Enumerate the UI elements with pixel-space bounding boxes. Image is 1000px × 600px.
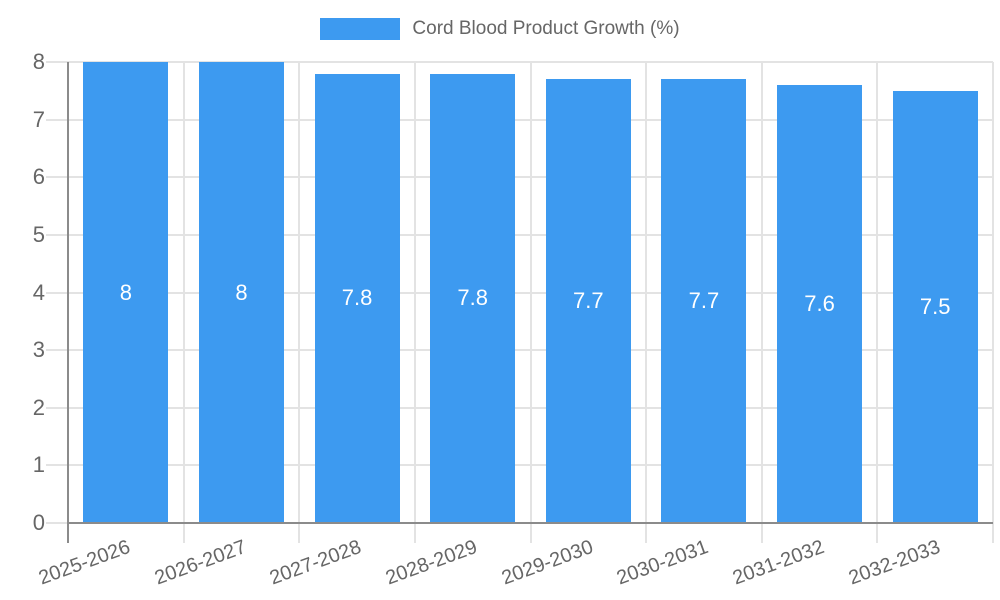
bar: 8 — [198, 62, 284, 523]
x-tick-label: 2027-2028 — [267, 536, 365, 590]
x-tick-label: 2032-2033 — [845, 536, 943, 590]
bar-value-label: 8 — [235, 279, 248, 305]
bar: 7.8 — [430, 73, 516, 523]
y-tick-label: 5 — [32, 221, 45, 247]
bar-value-label: 7.7 — [573, 288, 604, 314]
bar: 7.8 — [314, 73, 400, 523]
x-grid-line — [182, 62, 185, 543]
bar: 7.7 — [545, 79, 631, 523]
y-grid-line — [46, 291, 993, 294]
y-grid-line — [46, 349, 993, 352]
x-tick-label: 2031-2032 — [729, 536, 828, 590]
y-grid-line — [46, 233, 993, 236]
bar: 8 — [83, 62, 169, 523]
bar-value-label: 7.7 — [688, 288, 720, 314]
y-axis-line — [67, 62, 69, 543]
x-grid-line — [413, 62, 416, 543]
y-grid-line — [46, 406, 993, 409]
bar: 7.7 — [661, 79, 747, 523]
x-grid-line — [760, 62, 763, 543]
y-tick-label: 4 — [32, 279, 45, 305]
bar: 7.5 — [892, 90, 978, 523]
y-tick-label: 8 — [32, 49, 45, 74]
x-tick-label: 2028-2029 — [382, 536, 481, 590]
legend-label: Cord Blood Product Growth (%) — [412, 18, 680, 39]
y-tick-label: 7 — [32, 106, 45, 132]
y-tick-label: 6 — [32, 164, 45, 190]
bar-value-label: 7.6 — [804, 291, 835, 317]
y-grid-line — [46, 61, 993, 63]
x-grid-line — [645, 62, 648, 543]
x-axis-line — [67, 522, 993, 524]
y-grid-line — [46, 464, 993, 467]
y-grid-line — [46, 118, 993, 121]
bar: 7.6 — [777, 85, 863, 523]
bar-value-label: 7.8 — [457, 285, 488, 311]
y-tick-label: 0 — [32, 510, 45, 535]
x-tick-label: 2029-2030 — [498, 536, 596, 590]
x-tick-label: 2026-2027 — [151, 536, 249, 590]
y-grid-line — [46, 176, 993, 179]
y-tick-label: 1 — [32, 452, 45, 478]
x-grid-line — [298, 62, 301, 543]
y-tick-label: 2 — [32, 394, 45, 420]
x-tick-label: 2030-2031 — [614, 536, 712, 590]
bar-value-label: 8 — [119, 279, 132, 305]
legend[interactable]: Cord Blood Product Growth (%) — [0, 18, 1000, 40]
bar-value-label: 7.8 — [341, 285, 373, 311]
x-grid-line — [876, 62, 879, 543]
x-tick-label: 2025-2026 — [35, 536, 134, 590]
bar-value-label: 7.5 — [919, 293, 951, 319]
y-tick-label: 3 — [32, 337, 45, 363]
x-grid-line — [529, 62, 532, 543]
legend-swatch-icon — [320, 18, 401, 40]
x-grid-line — [992, 62, 994, 543]
